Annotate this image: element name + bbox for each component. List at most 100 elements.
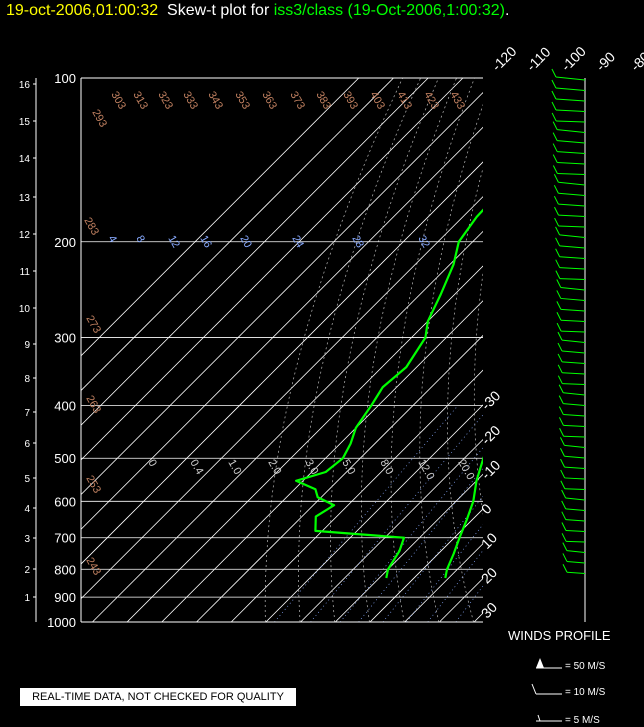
- wind-barb-feather: [553, 185, 559, 194]
- wind-barb-feather: [553, 195, 559, 205]
- isotherm--100: [81, 161, 483, 565]
- km-label-13: 13: [19, 193, 31, 204]
- km-label-2: 2: [24, 565, 30, 576]
- km-label-14: 14: [19, 154, 31, 165]
- temp-right-label-0: 0: [478, 500, 495, 517]
- dry-adiabat-373: [619, 78, 644, 622]
- dry-adiabat-253: [298, 78, 421, 622]
- legend-pennant-50: [536, 658, 544, 668]
- mixing-ratio-label-200-8: 8: [133, 234, 146, 245]
- wind-barb: [561, 330, 586, 333]
- wind-barb: [558, 214, 586, 217]
- dry-adiabat-243: [264, 78, 403, 622]
- isotherm-50: [544, 78, 644, 622]
- profiles: [295, 208, 483, 579]
- dry-adiabat-lines: [264, 78, 644, 622]
- wind-barb: [560, 297, 586, 301]
- dry-adiabat-label-393: 393: [340, 90, 360, 112]
- wind-barb: [563, 392, 586, 396]
- wind-barb: [559, 267, 586, 270]
- wind-barb-feather: [556, 322, 562, 332]
- wind-barb: [565, 497, 586, 501]
- dry-adiabat-273: [361, 78, 457, 622]
- mixing-ratio-label-200-20: 20: [237, 234, 254, 251]
- wind-barb: [565, 530, 586, 532]
- isotherm--70: [126, 265, 483, 622]
- wind-barb-feather: [559, 437, 565, 446]
- mixing-ratio-label-200-4: 4: [105, 234, 118, 245]
- title-period: .: [504, 2, 510, 19]
- wind-barb-feather: [555, 237, 561, 247]
- wind-barb-feather: [562, 553, 568, 562]
- wind-barb: [564, 455, 586, 459]
- wind-barb-feather: [561, 522, 567, 531]
- wind-barb: [563, 414, 586, 417]
- isotherm--20: [300, 439, 483, 622]
- pressure-label-300: 300: [54, 331, 76, 346]
- axis-labels: 1002003004005006007008009001000123456789…: [19, 43, 644, 630]
- wind-barb-feather: [557, 375, 563, 384]
- km-label-4: 4: [24, 504, 30, 515]
- isotherm-10: [404, 543, 483, 622]
- wind-barb-feather: [551, 79, 557, 89]
- km-label-10: 10: [19, 304, 31, 315]
- wind-barb: [558, 181, 586, 186]
- wind-barb: [562, 361, 586, 364]
- wind-barb-feather: [553, 174, 559, 183]
- isotherm--150: [81, 78, 394, 392]
- pressure-label-900: 900: [54, 590, 76, 605]
- dry-adiabat-333: [526, 78, 578, 622]
- winds-profile-title: WINDS PROFILE: [508, 628, 611, 643]
- wind-barb-feather: [560, 448, 565, 457]
- temperature-profile: [444, 456, 483, 579]
- isotherm--110: [81, 126, 483, 530]
- wind-barb: [560, 308, 586, 312]
- wind-barb: [557, 129, 586, 133]
- dewpoint-profile: [295, 208, 483, 579]
- mixing-ratio-label-200-12: 12: [165, 234, 182, 251]
- isotherm--160: [81, 78, 360, 357]
- temp-right-label--20: -20: [478, 422, 504, 448]
- isotherm--140: [81, 78, 429, 426]
- isotherm--40: [230, 369, 483, 622]
- wind-barb: [562, 372, 586, 375]
- mixing-ratio-label-200-24: 24: [289, 234, 306, 251]
- wind-barb-feather: [560, 458, 565, 468]
- dry-adiabat-label-303: 303: [108, 90, 128, 112]
- wind-barb: [565, 508, 586, 511]
- wind-barbs: [531, 68, 586, 722]
- wind-barb-feather: [558, 417, 564, 426]
- dry-adiabat-label-373: 373: [287, 90, 307, 112]
- wind-barb-feather: [562, 542, 568, 551]
- wind-barb: [565, 519, 586, 522]
- temp-top-label--100: -100: [558, 43, 589, 74]
- wind-barb-feather: [557, 364, 563, 374]
- dry-adiabat-label-253: 253: [83, 474, 103, 496]
- dry-adiabat-label-423: 423: [421, 90, 441, 112]
- wind-barb-feather: [557, 342, 563, 352]
- dry-adiabat-label-293: 293: [89, 108, 109, 130]
- km-label-8: 8: [24, 374, 30, 385]
- wind-barb: [564, 488, 586, 490]
- mixing-ratio-1: [310, 414, 483, 622]
- temp-top-label--90: -90: [593, 48, 619, 74]
- wind-barb: [559, 278, 586, 280]
- wind-barb-feather: [561, 533, 567, 542]
- wind-barb: [564, 444, 586, 448]
- wind-barb-feather: [556, 312, 562, 321]
- wind-barb: [557, 173, 586, 175]
- wind-barb: [566, 550, 586, 553]
- mixing-ratio-0.4: [274, 405, 459, 622]
- mixing-ratio-label-500-0: 0: [145, 458, 158, 469]
- wind-barb: [566, 571, 586, 574]
- wind-barb-feather: [554, 217, 560, 227]
- wind-barb: [558, 203, 586, 207]
- wind-barb: [555, 109, 586, 112]
- mixing-ratio-label-500-8: 20.0: [455, 458, 476, 483]
- mixing-ratio-label-200-16: 16: [197, 234, 214, 251]
- chart-title: 19-oct-2006,01:00:32 Skew-t plot for iss…: [6, 2, 509, 20]
- wind-barb: [563, 435, 586, 438]
- mixing-ratio-label-200-28: 28: [349, 234, 366, 251]
- wind-barb-feather: [552, 132, 558, 141]
